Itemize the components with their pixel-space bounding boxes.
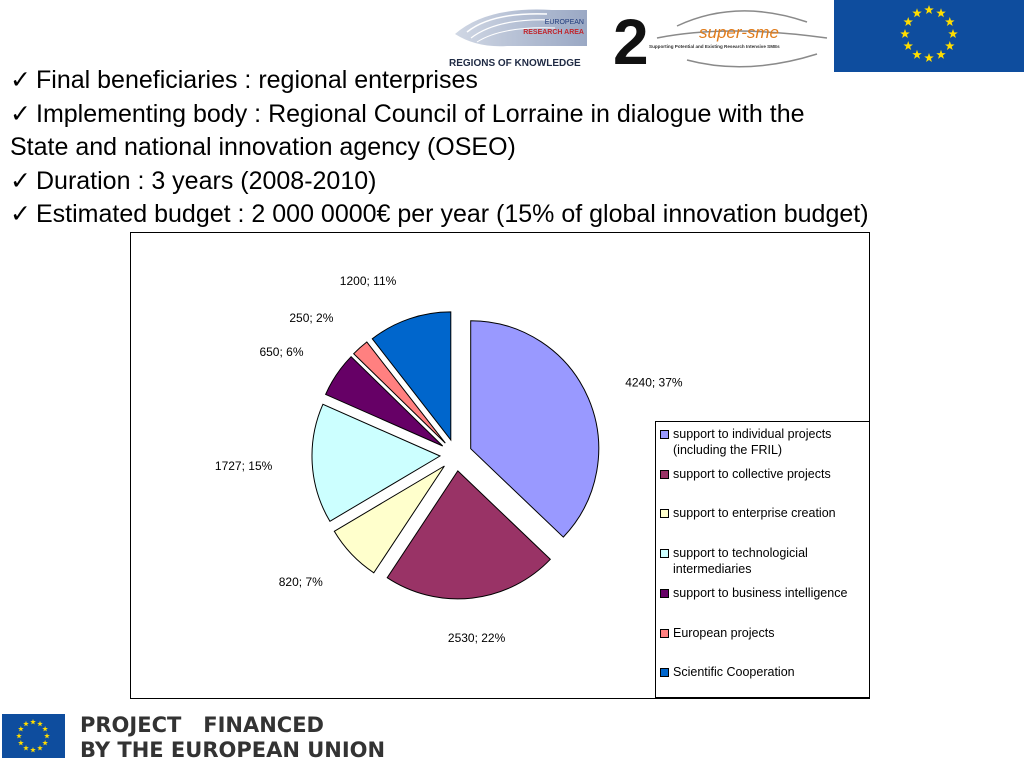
legend-swatch: [660, 549, 669, 559]
eu-star-icon: [936, 49, 946, 59]
eu-star-icon: [23, 745, 29, 751]
pie-chart-frame: 4240; 37% 2530; 22% 820; 7% 1727; 15% 650; 6…: [130, 232, 870, 699]
eu-star-icon: [903, 17, 913, 27]
super-sme-title: super-sme: [699, 23, 779, 42]
eu-star-icon: [30, 747, 36, 753]
eu-star-icon: [42, 740, 48, 746]
legend-label: support to enterprise creation: [673, 506, 836, 521]
legend-swatch: [660, 668, 669, 678]
legend-swatch: [660, 588, 669, 598]
eu-star-icon: [16, 733, 22, 739]
legend-item: Scientific Cooperation: [660, 664, 866, 698]
eu-star-icon: [44, 733, 50, 739]
regions-of-knowledge-logo: EUROPEAN RESEARCH AREA REGIONS OF KNOWLE…: [449, 6, 647, 72]
bullet-text: Duration : 3 years (2008-2010): [36, 166, 377, 195]
legend-swatch: [660, 509, 669, 519]
eu-star-icon: [948, 29, 958, 39]
eu-star-icon: [924, 5, 934, 15]
eu-star-icon: [903, 41, 913, 51]
pie-slice: [324, 355, 444, 447]
pie-chart: 4240; 37% 2530; 22% 820; 7% 1727; 15% 650; 6…: [215, 274, 683, 645]
legend-swatch: [660, 469, 669, 479]
eu-star-icon: [42, 726, 48, 732]
pie-slice-label: 2530; 22%: [448, 631, 506, 645]
legend-item: support to business intelligence: [660, 585, 866, 619]
bullet-text-continued: State and national innovation agency (OS…: [10, 133, 516, 161]
eu-star-icon: [30, 719, 36, 725]
eu-star-icon: [37, 745, 43, 751]
bullet-text: Implementing body : Regional Council of …: [36, 99, 805, 128]
eu-star-icon: [924, 53, 934, 63]
chart-legend: support to individual projects (including…: [655, 421, 870, 698]
super-sme-logo: super-sme Supporting Potential and Exist…: [649, 10, 828, 68]
eu-star-icon: [912, 49, 922, 59]
checkmark-icon: ✓: [10, 66, 31, 94]
eu-star-icon: [18, 726, 24, 732]
bullet-implementing-body: ✓ Implementing body : Regional Council of…: [10, 98, 1020, 165]
pie-slice: [333, 465, 445, 574]
legend-label: Scientific Cooperation: [673, 665, 795, 680]
legend-label: support to technologicial intermediaries: [673, 546, 808, 577]
eu-star-icon: [23, 720, 29, 727]
bullet-budget: ✓ Estimated budget : 2 000 0000€ per year…: [10, 198, 1020, 232]
era-logo-number: 2: [613, 6, 647, 72]
legend-label: support to individual projects (including…: [673, 427, 832, 457]
eu-star-icon: [37, 720, 43, 727]
legend-item: support to individual projects (including…: [660, 426, 866, 460]
legend-item: European projects: [660, 625, 866, 659]
bullet-text: Estimated budget : 2 000 0000€ per year …: [36, 200, 869, 228]
eu-star-icon: [912, 8, 922, 18]
legend-item: support to enterprise creation: [660, 505, 866, 539]
era-logo-text-3: REGIONS OF KNOWLEDGE: [449, 58, 581, 69]
legend-item: support to collective projects: [660, 466, 866, 500]
bullet-beneficiaries: ✓ Final beneficiaries : regional enterpri…: [10, 64, 1020, 98]
pie-slice-label: 1727; 15%: [215, 459, 273, 473]
pie-slice: [352, 341, 446, 444]
pie-slice-label: 1200; 11%: [340, 274, 397, 288]
pie-slice-label: 820; 7%: [279, 575, 323, 589]
pie-slice-label: 250; 2%: [289, 311, 333, 325]
legend-swatch: [660, 430, 669, 439]
eu-flag-top: [834, 0, 1024, 72]
eu-flag-footer: [2, 714, 65, 758]
funding-statement: PROJECT FINANCED BY THE EUROPEAN UNION: [80, 713, 385, 763]
pie-slice-label: 4240; 37%: [625, 376, 683, 390]
funding-line-2: BY THE EUROPEAN UNION: [80, 738, 386, 762]
pie-slice: [311, 403, 442, 522]
bullet-list: ✓ Final beneficiaries : regional enterpri…: [10, 64, 1020, 232]
eu-star-icon: [945, 17, 955, 27]
bullet-duration: ✓ Duration : 3 years (2008-2010): [10, 165, 1020, 199]
checkmark-icon: ✓: [10, 166, 31, 195]
era-logo-text-1: EUROPEAN: [545, 19, 584, 26]
checkmark-icon: ✓: [10, 99, 31, 128]
funding-line-1: PROJECT FINANCED: [80, 713, 324, 737]
pie-slice: [470, 320, 600, 538]
pie-slice: [371, 311, 452, 442]
era-logo-text-2: RESEARCH AREA: [523, 29, 584, 36]
pie-slice: [386, 470, 552, 600]
legend-swatch: [660, 628, 669, 638]
pie-slice-label: 650; 6%: [259, 345, 303, 359]
eu-star-icon: [18, 740, 24, 746]
eu-star-icon: [900, 29, 910, 39]
eu-star-icon: [936, 8, 946, 18]
legend-label: support to business intelligence: [673, 585, 848, 600]
super-sme-subtitle: Supporting Potential and Existing Resear…: [649, 44, 780, 49]
legend-label: support to collective projects: [673, 466, 831, 481]
bullet-text: Final beneficiaries : regional enterpris…: [36, 66, 478, 94]
legend-item: support to technologicial intermediaries: [660, 545, 866, 579]
legend-label: European projects: [673, 625, 775, 640]
checkmark-icon: ✓: [10, 200, 31, 228]
eu-star-icon: [945, 41, 955, 51]
